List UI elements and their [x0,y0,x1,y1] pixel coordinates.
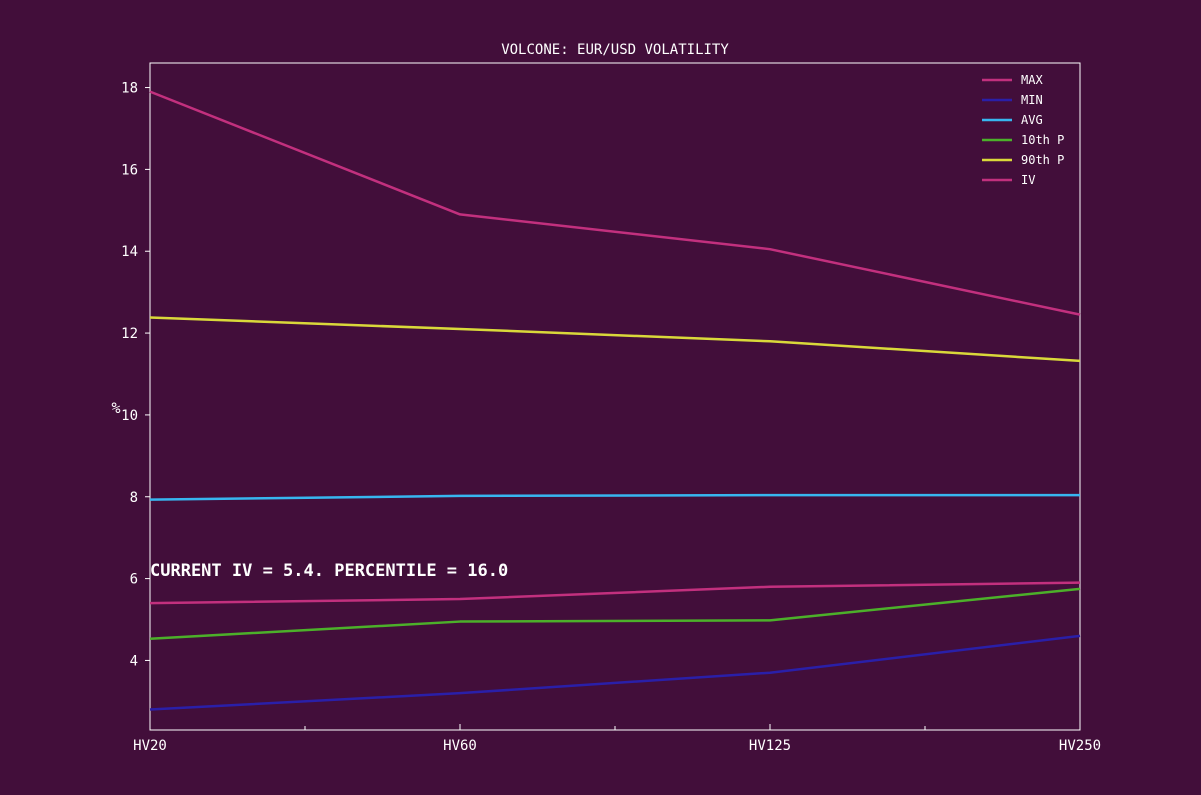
y-tick-label: 14 [121,244,138,260]
legend-label: 10th P [1021,133,1064,147]
legend: MAX MIN AVG 10th P 90th P IV [982,73,1064,187]
y-tick-label: 4 [130,653,138,669]
legend-label: IV [1021,173,1035,187]
y-axis: 4 6 8 10 12 14 16 18 [121,81,150,669]
series-line-90th-p [149,316,1081,363]
legend-label: MAX [1021,73,1043,87]
x-axis: HV20 HV60 HV125 HV250 [133,724,1101,754]
legend-label: 90th P [1021,153,1064,167]
y-tick-label: 18 [121,81,138,97]
series-line-10th-p [149,587,1081,640]
x-tick-label: HV60 [443,738,477,754]
legend-label: MIN [1021,93,1043,107]
y-tick-label: 16 [121,162,138,178]
x-tick-label: HV250 [1059,738,1101,754]
y-tick-label: 10 [121,408,138,424]
x-tick-label: HV125 [749,738,791,754]
y-axis-label: % [111,399,120,417]
y-tick-label: 12 [121,326,138,342]
series-line-max [149,90,1081,316]
series-line-avg [149,493,1080,501]
current-iv-annotation: CURRENT IV = 5.4. PERCENTILE = 16.0 [150,561,508,581]
series-line-min [149,634,1081,711]
legend-label: AVG [1021,113,1043,127]
series-line-iv [149,581,1081,605]
y-tick-label: 6 [130,572,138,588]
y-tick-label: 8 [130,490,138,506]
series-lines [149,90,1081,711]
chart-title: VOLCONE: EUR/USD VOLATILITY [501,42,729,58]
x-tick-label: HV20 [133,738,167,754]
